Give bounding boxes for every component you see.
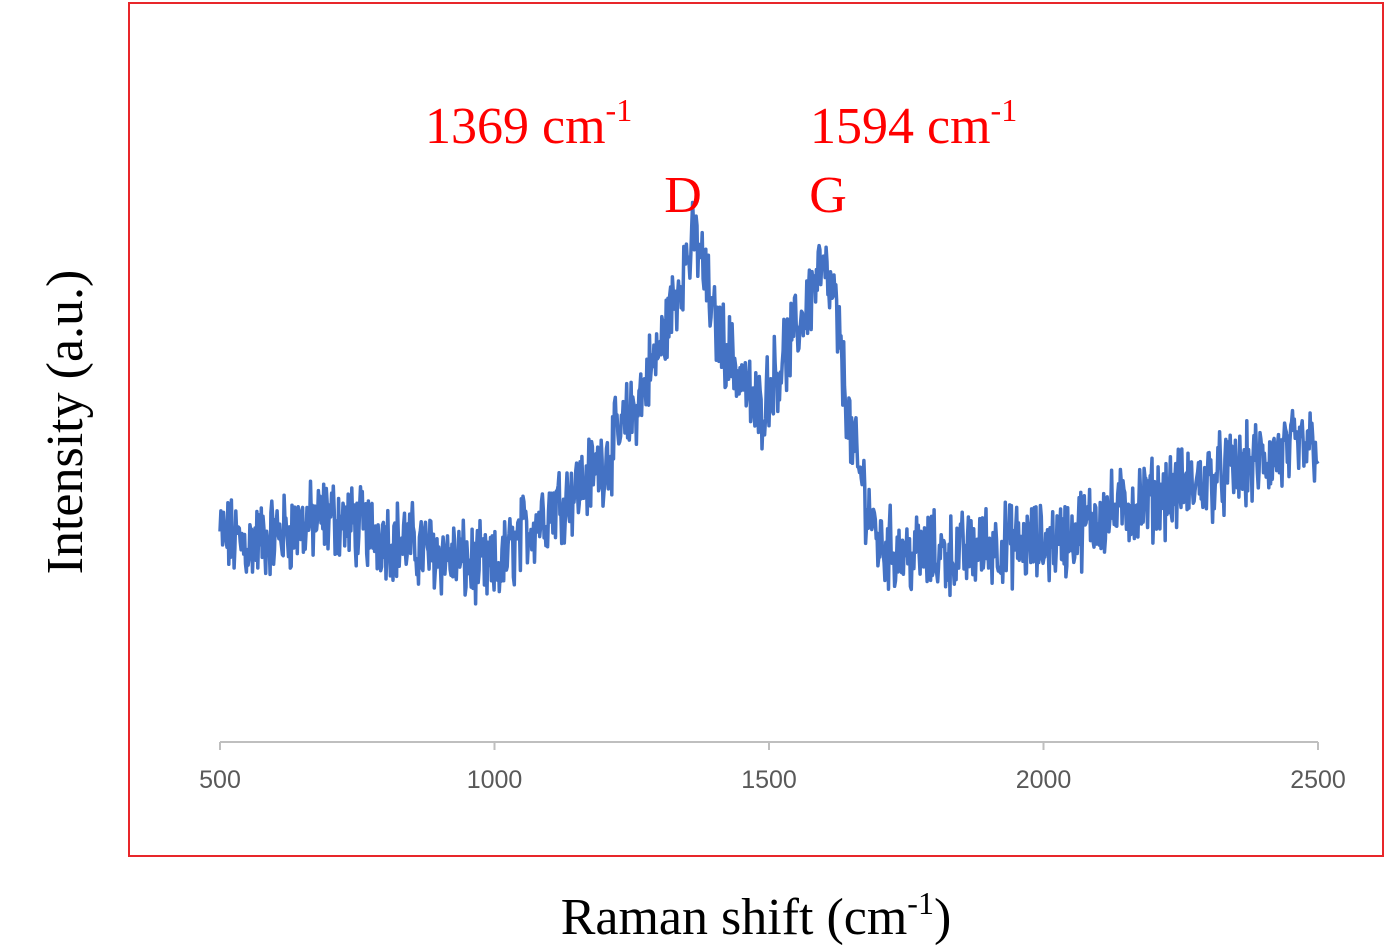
plot-frame [128, 2, 1384, 857]
x-tick-label: 2500 [1290, 766, 1346, 794]
x-tick-label: 2000 [1016, 766, 1072, 794]
x-ticks: 500 1000 1500 2000 2500 [199, 742, 1346, 794]
peak-g-position-label: 1594 cm-1 [810, 92, 1017, 155]
x-tick-label: 500 [199, 766, 241, 794]
peak-d-band-label: D [664, 167, 702, 224]
x-tick-label: 1500 [741, 766, 797, 794]
series-layer [218, 200, 1320, 606]
x-tick-label: 1000 [467, 766, 523, 794]
raman-spectrum-line [218, 200, 1320, 606]
peak-g-band-label: G [809, 167, 847, 224]
y-axis-title: Intensity (a.u.) [37, 270, 94, 575]
x-axis-title: Raman shift (cm-1) [561, 885, 952, 946]
peak-d-position-label: 1369 cm-1 [425, 92, 632, 155]
